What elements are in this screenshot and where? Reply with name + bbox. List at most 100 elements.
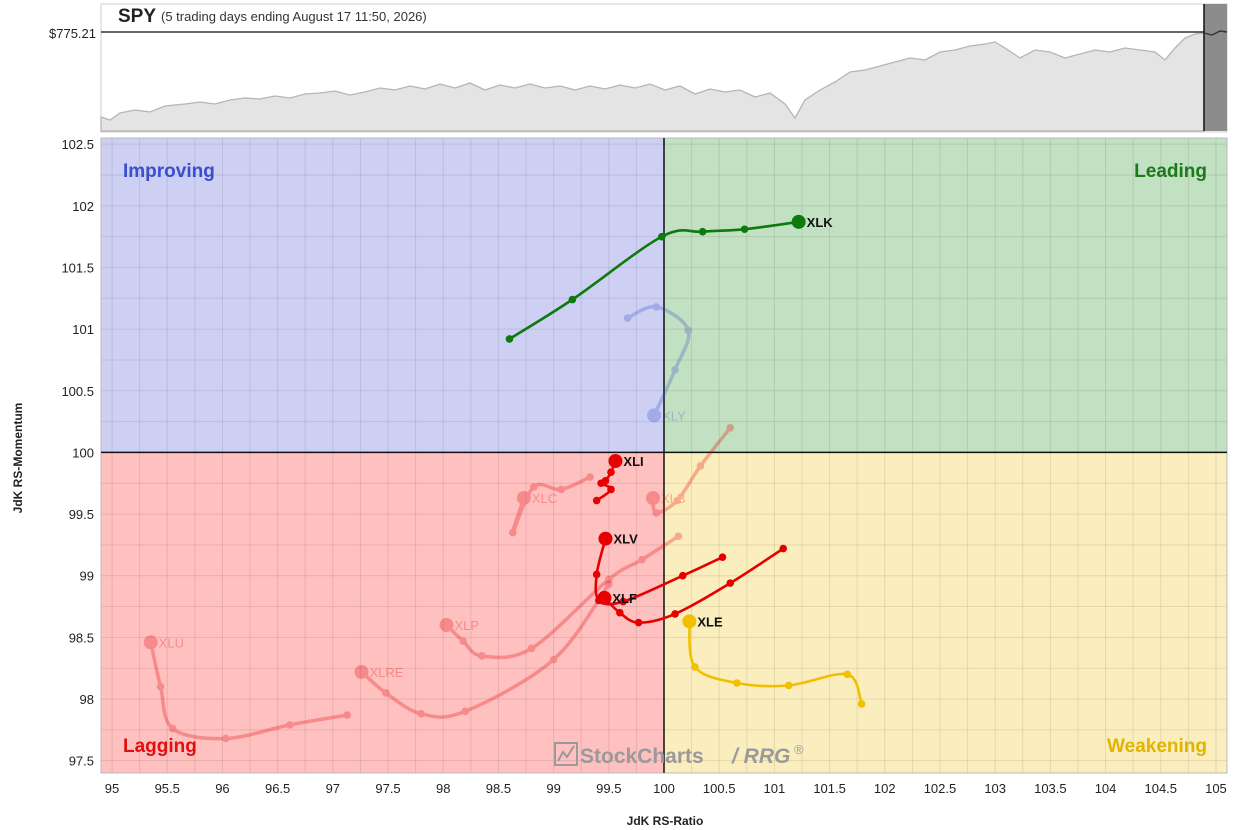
x-tick-label: 104: [1095, 781, 1117, 796]
series-xle: XLE: [682, 614, 866, 708]
tail-point-xly: [623, 314, 632, 322]
x-tick-label: 99.5: [596, 781, 621, 796]
stockcharts-logo-icon: [554, 742, 578, 766]
quadrant-label-weakening: Weakening: [1107, 736, 1207, 757]
series-label-xlf: XLF: [612, 591, 637, 606]
tail-point-xlf: [634, 618, 643, 627]
tail-point-xlk: [740, 225, 749, 234]
tail-line-xlc: [510, 475, 592, 535]
y-tick-label: 101: [72, 322, 94, 337]
tail-point-xli: [607, 468, 615, 476]
x-tick-label: 105: [1205, 781, 1227, 796]
stockcharts-watermark: StockCharts / RRG ®: [554, 742, 804, 768]
series-xlf: XLF: [597, 544, 788, 627]
faded-series-layer: XLY XLC XLB XLP XLRE XLU: [143, 303, 735, 743]
quadrant-leading: [664, 138, 1227, 453]
tail-line-xlp: [444, 534, 681, 660]
y-tick-label: 102: [72, 199, 94, 214]
quadrant-label-improving: Improving: [123, 161, 215, 182]
tail-point-xlb: [673, 496, 682, 505]
price-panel: SPY (5 trading days ending August 17 11:…: [49, 3, 1228, 133]
quadrant-improving: [101, 138, 664, 453]
tail-point-xlk: [698, 227, 707, 236]
series-label-xlk: XLK: [807, 215, 834, 230]
series-label-xle: XLE: [697, 614, 723, 629]
series-label-xlu: XLU: [159, 635, 184, 650]
symbol-label: SPY: [118, 6, 156, 27]
watermark-brand: StockCharts: [580, 745, 704, 768]
head-point-xle: [682, 614, 697, 629]
x-tick-label: 97: [326, 781, 340, 796]
stockcharts-logo-mark: [557, 745, 575, 762]
series-xlk: XLK: [505, 214, 834, 343]
subtitle-label: (5 trading days ending August 17 11:50, …: [161, 9, 427, 24]
watermark-product: / RRG: [731, 745, 790, 768]
y-tick-label: 100: [72, 445, 94, 460]
x-tick-label: 98: [436, 781, 450, 796]
x-tick-labels: 95 95.5 96 96.5 97 97.5 98 98.5 99 99.5 100 100.5 10…: [105, 781, 1227, 796]
tail-point-xlc: [508, 528, 517, 537]
series-xly: XLY: [623, 303, 693, 423]
x-axis-title: JdK RS-Ratio: [627, 814, 704, 828]
tail-point-xlp: [638, 555, 646, 564]
tail-point-xle: [784, 681, 793, 690]
tail-point-xle: [857, 700, 866, 708]
y-tick-label: 99.5: [69, 507, 94, 522]
series-label-xlp: XLP: [455, 618, 480, 633]
x-tick-label: 101: [764, 781, 786, 796]
y-tick-label: 100.5: [61, 384, 94, 399]
tail-point-xlp: [478, 652, 486, 660]
watermark-registered: ®: [794, 742, 804, 757]
series-label-xli: XLI: [623, 454, 643, 469]
head-point-xlf: [597, 590, 612, 605]
series-xlv: XLV: [592, 531, 727, 606]
tail-point-xlu: [343, 711, 351, 719]
quadrant-lagging: [101, 452, 664, 773]
series-xlc: XLC: [508, 473, 594, 537]
series-label-xlb: XLB: [661, 491, 686, 506]
tail-point-xlc: [586, 473, 594, 481]
price-label: $775.21: [49, 26, 96, 41]
head-point-xly: [647, 408, 662, 423]
tail-point-xlv: [619, 597, 627, 606]
x-tick-label: 104.5: [1144, 781, 1177, 796]
tail-line-xlu: [148, 640, 349, 741]
tail-point-xle: [691, 663, 699, 671]
series-xlu: XLU: [143, 635, 351, 743]
tail-point-xlre: [461, 707, 470, 716]
tail-point-xly: [671, 366, 679, 374]
quadrant-weakening: [664, 452, 1227, 773]
window-price-line: [1203, 30, 1228, 36]
x-tick-label: 100: [653, 781, 675, 796]
series-label-xlre: XLRE: [370, 665, 404, 680]
x-tick-label: 99: [546, 781, 560, 796]
tail-point-xli: [592, 496, 601, 505]
tail-point-xlk: [657, 232, 666, 241]
tail-point-xlu: [221, 734, 230, 743]
tail-point-xli: [601, 476, 610, 485]
price-line-area: [100, 32, 1205, 132]
quadrant-label-leading: Leading: [1134, 161, 1207, 182]
tail-point-xlre: [549, 655, 558, 664]
plot-background: [101, 138, 1227, 773]
y-tick-label: 98: [80, 692, 94, 707]
series-label-xly: XLY: [662, 408, 686, 423]
y-tick-labels: 97.5 98 98.5 99 99.5 100 100.5 101 101.5 102 102.5: [61, 137, 94, 769]
tail-point-xlk: [568, 295, 577, 304]
y-axis-title: JdK RS-Momentum: [11, 403, 25, 514]
tail-point-xlp: [674, 532, 683, 541]
head-point-xli: [608, 454, 623, 469]
tail-point-xlre: [417, 710, 425, 718]
quadrant-label-lagging: Lagging: [123, 736, 197, 757]
x-tick-label: 98.5: [486, 781, 511, 796]
head-point-xlv: [598, 531, 613, 546]
tail-point-xlf: [671, 610, 679, 618]
tail-line-xlre: [359, 582, 611, 719]
series-xlp: XLP: [439, 532, 683, 660]
tail-point-xlu: [156, 682, 165, 691]
active-series-layer: XLK XLI XLV XLF XLE: [505, 214, 866, 708]
tail-point-xlv: [592, 570, 601, 579]
tail-point-xlre: [382, 689, 390, 697]
head-point-xlc: [516, 491, 531, 506]
tail-point-xlb: [726, 423, 735, 432]
